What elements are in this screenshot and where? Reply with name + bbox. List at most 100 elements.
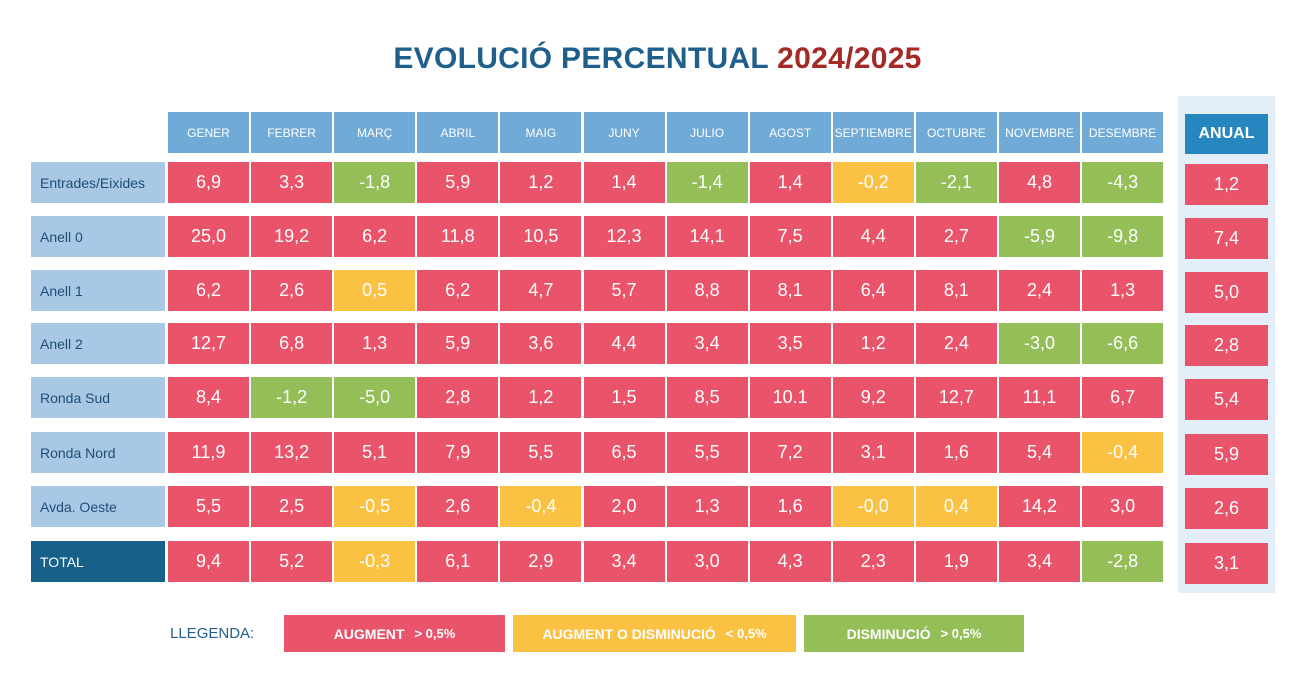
value-cell: 3,0 [1082,486,1164,527]
value-cell: 6,8 [251,323,333,364]
value-cell: 12,7 [915,377,997,418]
value-cell: 2,4 [999,270,1080,311]
value-cell: 3,0 [666,541,748,582]
annual-header: ANUAL [1185,114,1268,154]
value-cell: 5,2 [251,541,333,582]
value-cell: 3,3 [251,162,333,203]
value-cell: -0,0 [832,486,914,527]
value-cell: 4,3 [749,541,831,582]
annual-value-cell: 5,9 [1185,434,1268,475]
value-cell: 6,2 [417,270,499,311]
page-title: EVOLUCIÓ PERCENTUAL 2024/2025 [0,42,1295,76]
value-cell: 6,5 [583,432,665,473]
legend-threshold: < 0,5% [725,626,767,641]
value-cell: 3,4 [583,541,665,582]
value-cell: 1,6 [915,432,997,473]
value-cell: 7,9 [417,432,499,473]
value-cell: 0,5 [334,270,416,311]
value-cell: 5,9 [417,162,499,203]
value-cell: -1,2 [251,377,333,418]
value-cell: 12,3 [583,216,665,257]
value-cell: 6,2 [334,216,416,257]
legend-text: DISMINUCIÓ [846,625,931,642]
value-cell: 6,2 [168,270,249,311]
value-cell: 5,5 [168,486,249,527]
value-cell: 3,6 [500,323,582,364]
value-cell: 2,6 [251,270,333,311]
column-header: JULIO [666,112,748,153]
row-label: Anell 0 [31,216,165,257]
column-header: JUNY [583,112,665,153]
value-cell: 2,0 [583,486,665,527]
annual-value-cell: 5,4 [1185,379,1268,420]
value-cell: 10,5 [500,216,582,257]
annual-value-cell: 3,1 [1185,543,1268,584]
annual-value-cell: 5,0 [1185,272,1268,313]
column-header: SEPTIEMBRE [832,112,914,153]
value-cell: 2,4 [915,323,997,364]
value-cell: 1,4 [583,162,665,203]
column-header: MARÇ [334,112,416,153]
value-cell: 8,5 [666,377,748,418]
value-cell: 5,9 [417,323,499,364]
column-header: AGOST [749,112,831,153]
value-cell: 1,4 [749,162,831,203]
column-header: ABRIL [417,112,499,153]
value-cell: 11,9 [168,432,249,473]
value-cell: 8,8 [666,270,748,311]
column-header: GENER [168,112,249,153]
value-cell: 6,4 [832,270,914,311]
value-cell: 7,5 [749,216,831,257]
value-cell: 1,6 [749,486,831,527]
value-cell: 2,3 [832,541,914,582]
value-cell: -0,5 [334,486,416,527]
value-cell: 1,3 [666,486,748,527]
title-year: 2024/2025 [777,42,922,75]
value-cell: -5,9 [999,216,1080,257]
column-header: DESEMBRE [1082,112,1164,153]
value-cell: 0,4 [915,486,997,527]
value-cell: -3,0 [999,323,1080,364]
value-cell: 3,4 [999,541,1080,582]
value-cell: 8,1 [915,270,997,311]
column-header: NOVEMBRE [999,112,1080,153]
value-cell: 4,7 [500,270,582,311]
value-cell: 5,5 [666,432,748,473]
value-cell: 14,1 [666,216,748,257]
value-cell: 11,1 [999,377,1080,418]
value-cell: -0,4 [1082,432,1164,473]
value-cell: -1,8 [334,162,416,203]
value-cell: 13,2 [251,432,333,473]
value-cell: -1,4 [666,162,748,203]
value-cell: 9,2 [832,377,914,418]
legend-item-up: AUGMENT > 0,5% [284,615,505,652]
value-cell: -4,3 [1082,162,1164,203]
value-cell: 8,4 [168,377,249,418]
row-label: Avda. Oeste [31,486,165,527]
value-cell: -0,2 [832,162,914,203]
annual-value-cell: 7,4 [1185,218,1268,259]
legend-threshold: > 0,5% [414,626,456,641]
value-cell: 5,7 [583,270,665,311]
column-header: MAIG [500,112,582,153]
title-main: EVOLUCIÓ PERCENTUAL [393,42,769,75]
value-cell: 6,1 [417,541,499,582]
value-cell: -5,0 [334,377,416,418]
value-cell: 1,5 [583,377,665,418]
legend-text: AUGMENT [333,625,405,642]
row-label: Entrades/Eixides [31,162,165,203]
value-cell: 12,7 [168,323,249,364]
value-cell: 5,4 [999,432,1080,473]
value-cell: -2,8 [1082,541,1164,582]
value-cell: 2,6 [417,486,499,527]
legend-label: LLEGENDA: [170,625,255,642]
value-cell: 8,1 [749,270,831,311]
value-cell: 25,0 [168,216,249,257]
value-cell: -0,4 [500,486,582,527]
value-cell: -0,3 [334,541,416,582]
value-cell: 1,9 [915,541,997,582]
legend-text: AUGMENT O DISMINUCIÓ [542,625,716,642]
value-cell: 5,1 [334,432,416,473]
value-cell: -9,8 [1082,216,1164,257]
value-cell: 1,2 [500,377,582,418]
